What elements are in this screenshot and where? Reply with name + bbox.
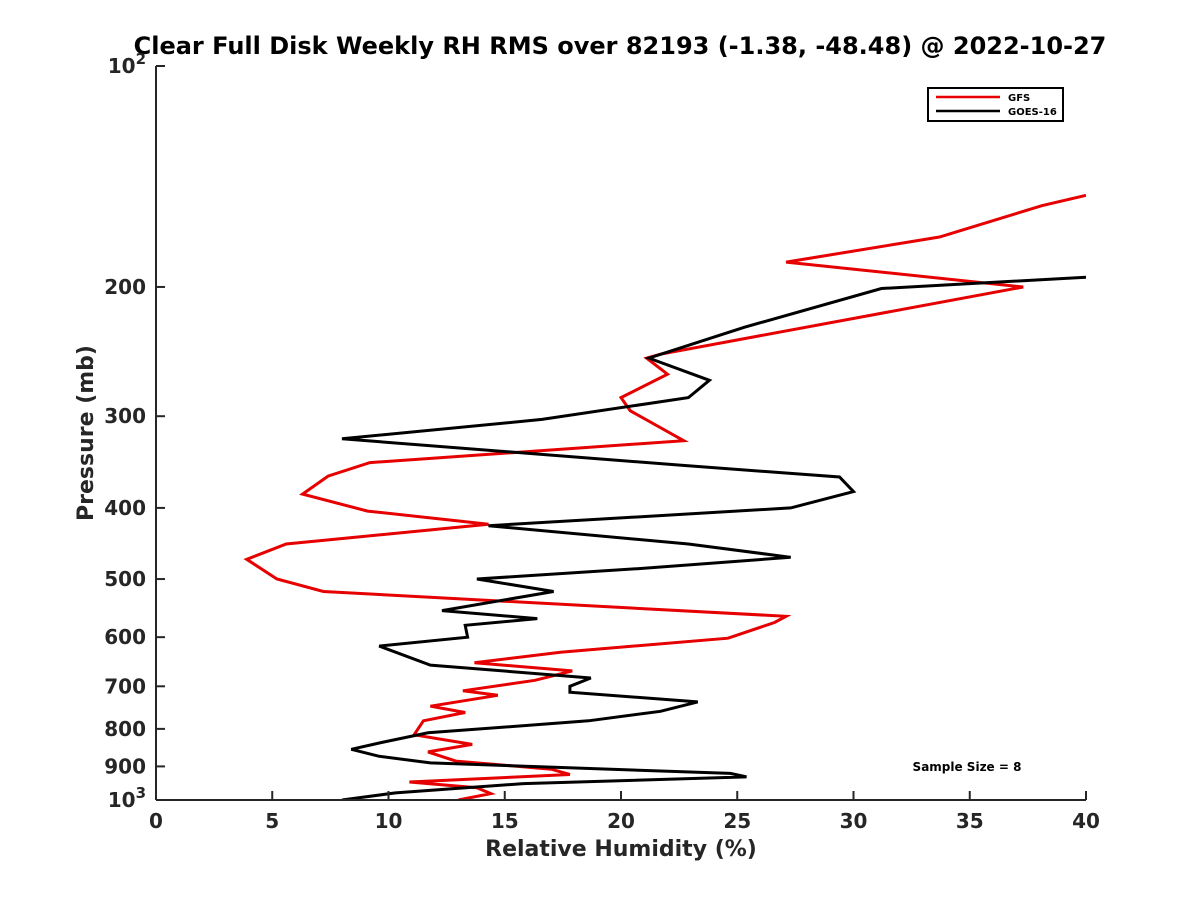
- x-tick-label: 40: [1072, 809, 1100, 833]
- sample-size-annotation: Sample Size = 8: [913, 760, 1022, 774]
- x-axis-label: Relative Humidity (%): [485, 837, 757, 862]
- legend-label-gfs: GFS: [1008, 93, 1030, 104]
- y-tick-label: 400: [104, 496, 146, 520]
- series-layer: [243, 193, 1086, 800]
- x-tick-label: 35: [956, 809, 984, 833]
- y-tick-label: 102: [108, 50, 146, 78]
- y-tick-label: 600: [104, 625, 146, 649]
- chart-title: Clear Full Disk Weekly RH RMS over 82193…: [134, 32, 1107, 60]
- x-tick-label: 0: [149, 809, 163, 833]
- x-tick-label: 30: [840, 809, 868, 833]
- legend: GFS GOES-16: [927, 87, 1064, 122]
- y-tick-label: 103: [108, 784, 146, 812]
- axes-layer: [155, 66, 1086, 801]
- series-line-gfs: [243, 193, 1086, 800]
- x-tick-label: 20: [607, 809, 635, 833]
- x-tick-label: 5: [265, 809, 279, 833]
- x-tick-label: 25: [723, 809, 751, 833]
- y-tick-label: 700: [104, 674, 146, 698]
- legend-label-goes-16: GOES-16: [1008, 107, 1057, 118]
- x-tick-label: 15: [491, 809, 519, 833]
- y-tick-label: 300: [104, 404, 146, 428]
- series-line-goes-16: [341, 275, 1086, 800]
- ticks-layer: 0 5 10 15 20 25 30 35 40 102 200 300 400 500 600 700 800…: [104, 50, 1100, 833]
- y-tick-label: 200: [104, 275, 146, 299]
- legend-box: [927, 87, 1064, 122]
- y-tick-label: 900: [104, 754, 146, 778]
- x-tick-label: 10: [375, 809, 403, 833]
- y-axis-label: Pressure (mb): [74, 345, 99, 521]
- y-tick-label: 500: [104, 567, 146, 591]
- y-tick-label: 800: [104, 717, 146, 741]
